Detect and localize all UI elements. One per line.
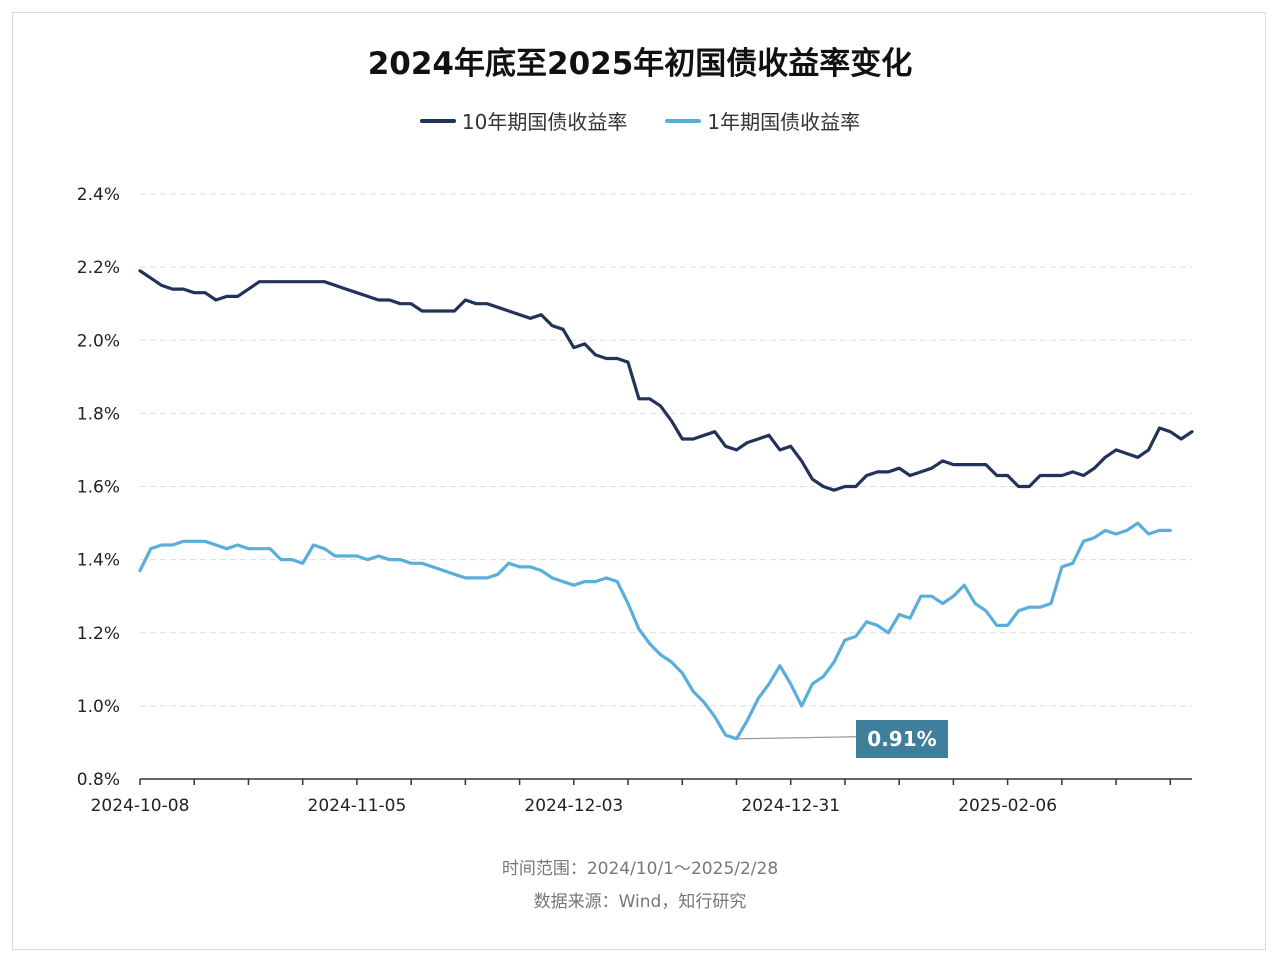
y-tick-label: 2.0%	[77, 331, 120, 351]
legend: 10年期国债收益率 1年期国债收益率	[0, 106, 1280, 135]
chart-title: 2024年底至2025年初国债收益率变化	[367, 46, 913, 82]
annotation: 0.91%	[736, 720, 948, 758]
annotation-leader	[736, 736, 857, 740]
y-tick-label: 1.2%	[77, 624, 120, 644]
y-tick-label: 2.4%	[77, 185, 120, 205]
y-tick-label: 1.0%	[77, 697, 120, 717]
y-tick-label: 1.4%	[77, 551, 120, 571]
series-line-1y	[138, 521, 1172, 741]
legend-label-1y: 1年期国债收益率	[707, 110, 861, 134]
grid-lines	[140, 193, 1192, 707]
legend-item-10y[interactable]: 10年期国债收益率	[419, 106, 628, 135]
series-lines	[138, 269, 1194, 741]
footer-time-range: 时间范围：2024/10/1～2025/2/28	[501, 859, 779, 879]
legend-swatch-10y	[419, 118, 456, 123]
legend-swatch-1y	[665, 118, 702, 123]
legend-item-1y[interactable]: 1年期国债收益率	[665, 106, 860, 135]
y-tick-label: 2.2%	[77, 258, 120, 278]
y-tick-label: 1.6%	[77, 478, 120, 498]
y-tick-label: 1.8%	[77, 404, 120, 424]
x-tick-label: 2024-12-03	[524, 796, 623, 816]
annotation-box	[856, 720, 948, 758]
chart-frame	[12, 12, 1266, 950]
footer-source: 数据来源：Wind，知行研究	[533, 892, 747, 912]
x-tick-label: 2024-10-08	[91, 796, 190, 816]
x-tick-label: 2024-12-31	[741, 796, 840, 816]
series-line-10y	[138, 269, 1194, 492]
legend-label-10y: 10年期国债收益率	[461, 110, 628, 134]
x-axis: 2024-10-08 2024-11-05 2024-12-03 2024-12-31…	[91, 778, 1192, 816]
annotation-label: 0.91%	[867, 727, 936, 751]
x-tick-label: 2024-11-05	[308, 796, 407, 816]
y-axis: 0.8% 1.0% 1.2% 1.4% 1.6% 1.8% 2.0% 2.2% 2.4%	[77, 185, 120, 790]
x-tick-label: 2025-02-06	[958, 796, 1057, 816]
y-tick-label: 0.8%	[77, 770, 120, 790]
